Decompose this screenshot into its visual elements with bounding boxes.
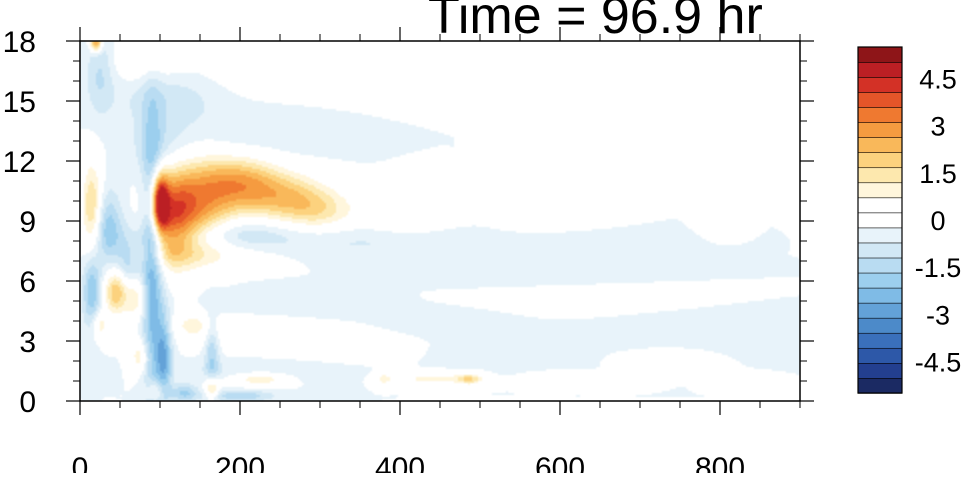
colorbar-segment xyxy=(857,46,903,63)
y-tick-label: 15 xyxy=(3,86,36,119)
colorbar-segment xyxy=(857,242,903,259)
colorbar-tick-label: -3 xyxy=(926,300,950,330)
colorbar-segment xyxy=(857,347,903,364)
colorbar-tick-label: -1.5 xyxy=(915,253,962,283)
colorbar-segment xyxy=(857,167,903,184)
colorbar: 4.5 3 1.5 0 -1.5 -3 -4.5 xyxy=(857,46,962,394)
x-tick-label: 400 xyxy=(375,452,425,473)
x-tick-label: 800 xyxy=(695,452,745,473)
colorbar-tick-label: 0 xyxy=(930,206,945,236)
colorbar-segment xyxy=(857,121,903,138)
colorbar-frame xyxy=(857,46,903,394)
y-tick-label: 3 xyxy=(19,326,36,359)
colorbar-tick-label: 1.5 xyxy=(919,159,957,189)
colorbar-tick-label: -4.5 xyxy=(915,348,962,378)
colorbar-tick-label: 3 xyxy=(930,112,945,142)
colorbar-tick-label: 4.5 xyxy=(919,64,957,94)
colorbar-segment xyxy=(857,152,903,169)
y-tick-label: 12 xyxy=(3,146,36,179)
plot-area: 0 200 400 600 800 0 3 6 9 12 15 18 xyxy=(3,26,814,478)
colorbar-segment xyxy=(857,332,903,349)
x-tick-label: 0 xyxy=(72,452,89,473)
colorbar-segment xyxy=(857,61,903,78)
colorbar-segment xyxy=(857,91,903,108)
colorbar-segment xyxy=(857,182,903,199)
heatmap-field xyxy=(80,41,800,401)
colorbar-segment xyxy=(857,302,903,319)
colorbar-segment xyxy=(857,106,903,123)
y-axis: 0 3 6 9 12 15 18 xyxy=(3,26,814,419)
colorbar-segment xyxy=(857,257,903,274)
colorbar-segment xyxy=(857,227,903,244)
plot-title: Time = 96.9 hr xyxy=(428,0,763,45)
colorbar-segment xyxy=(857,76,903,93)
colorbar-segment xyxy=(857,272,903,289)
y-tick-label: 18 xyxy=(3,26,36,59)
colorbar-segment xyxy=(857,136,903,154)
colorbar-segment xyxy=(857,317,903,334)
x-tick-label: 200 xyxy=(215,452,265,473)
y-tick-label: 9 xyxy=(19,206,36,239)
y-tick-label: 6 xyxy=(19,266,36,299)
y-tick-label: 0 xyxy=(19,386,36,419)
x-tick-label: 600 xyxy=(535,452,585,473)
colorbar-segment xyxy=(857,287,903,304)
colorbar-segment xyxy=(857,377,903,394)
colorbar-segment xyxy=(857,197,903,214)
colorbar-segment xyxy=(857,362,903,379)
colorbar-segment xyxy=(857,212,903,229)
